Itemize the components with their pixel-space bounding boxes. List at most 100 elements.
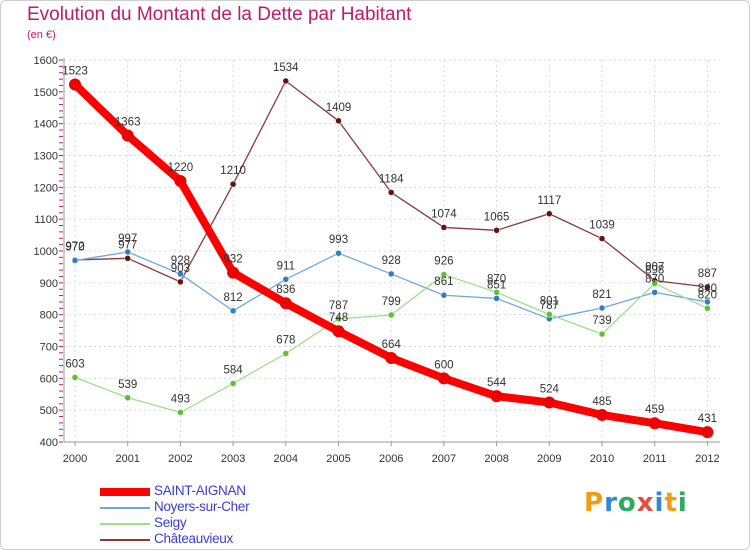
data-point: [493, 227, 500, 234]
x-tick-label: 2008: [484, 453, 508, 465]
data-point: [335, 249, 342, 257]
data-point: [493, 295, 500, 302]
data-point: [71, 257, 79, 264]
x-tick-label: 2007: [432, 453, 456, 465]
data-label: 928: [382, 255, 401, 267]
logo-letter: r: [604, 488, 618, 518]
data-point: [387, 270, 395, 278]
data-point: [704, 298, 711, 306]
data-label: 840: [698, 283, 717, 295]
data-point: [71, 374, 79, 381]
data-point: [546, 210, 553, 218]
data-label: 926: [434, 256, 453, 268]
data-point: [440, 291, 448, 299]
data-point: [282, 276, 290, 283]
data-label: 603: [65, 358, 84, 370]
data-point: [598, 304, 606, 312]
data-point: [387, 311, 395, 319]
y-tick-label: 400: [40, 437, 58, 449]
y-tick-label: 500: [40, 405, 58, 417]
data-point: [335, 315, 342, 323]
data-label: 851: [487, 279, 506, 291]
data-label: 911: [277, 260, 295, 272]
data-label: 997: [118, 233, 137, 245]
x-tick-label: 2012: [695, 453, 719, 465]
x-tick-label: 2000: [63, 453, 87, 465]
legend-label: Seigy: [154, 515, 187, 530]
data-label: 493: [171, 393, 190, 405]
data-point: [543, 396, 556, 409]
data-point: [437, 372, 450, 385]
data-label: 928: [171, 255, 190, 267]
data-point: [387, 189, 395, 196]
data-label: 836: [276, 284, 295, 296]
data-label: 970: [65, 242, 84, 254]
x-tick-label: 2001: [115, 453, 139, 465]
data-label: 1074: [431, 208, 457, 220]
data-label: 544: [487, 377, 507, 389]
data-label: 903: [171, 263, 190, 275]
proxiti-logo: Proxiti: [584, 488, 688, 518]
data-point: [598, 330, 606, 338]
data-label: 870: [645, 273, 664, 285]
data-label: 1117: [537, 195, 561, 207]
data-point: [229, 180, 237, 188]
legend-label: Châteauvieux: [154, 531, 233, 546]
y-tick-label: 1000: [34, 246, 58, 258]
data-label: 485: [592, 396, 611, 408]
data-label: 600: [434, 359, 453, 371]
data-label: 1363: [115, 116, 141, 128]
data-label: 739: [592, 315, 611, 327]
y-tick-label: 600: [40, 373, 58, 385]
data-label: 812: [224, 292, 243, 304]
data-label: 1065: [484, 211, 510, 223]
legend-label: Noyers-sur-Cher: [154, 499, 250, 514]
data-point: [385, 351, 398, 364]
logo-letter: i: [654, 488, 665, 518]
y-tick-label: 1600: [34, 55, 58, 67]
y-tick-label: 1500: [34, 87, 58, 99]
x-tick-label: 2010: [590, 453, 614, 465]
data-label: 861: [434, 276, 453, 288]
data-label: 972: [65, 241, 84, 253]
y-tick-label: 1100: [34, 214, 58, 226]
data-label: 977: [118, 239, 137, 251]
data-label: 459: [645, 404, 664, 416]
data-point: [69, 78, 81, 91]
data-point: [124, 394, 131, 402]
data-label: 907: [645, 262, 664, 274]
x-tick-label: 2006: [379, 453, 403, 465]
data-point: [279, 297, 292, 310]
y-tick-label: 900: [40, 278, 58, 290]
data-point: [596, 408, 608, 421]
data-point: [177, 409, 184, 416]
data-label: 799: [382, 296, 401, 308]
data-label: 993: [329, 234, 348, 246]
data-point: [493, 289, 500, 296]
data-point: [229, 380, 237, 387]
data-point: [440, 224, 448, 231]
data-point: [490, 390, 503, 403]
legend-label: SAINT-AIGNAN: [154, 483, 246, 498]
legend-swatch: [100, 523, 150, 525]
data-label: 664: [382, 339, 402, 351]
data-point: [124, 255, 131, 262]
data-point: [598, 235, 606, 242]
y-tick-label: 1400: [34, 119, 58, 131]
y-tick-label: 1300: [34, 151, 58, 163]
legend-swatch: [100, 507, 150, 509]
data-point: [651, 280, 658, 287]
data-label: 524: [540, 384, 560, 396]
data-point: [229, 307, 237, 315]
chart-title: Evolution du Montant de la Dette par Hab…: [27, 4, 412, 25]
data-label: 787: [329, 300, 348, 312]
data-label: 1220: [168, 162, 194, 174]
data-point: [332, 325, 345, 338]
data-point: [704, 283, 711, 291]
data-point: [177, 270, 184, 278]
x-tick-label: 2004: [274, 453, 298, 465]
legend-swatch: [100, 539, 150, 541]
data-point: [704, 305, 711, 312]
data-point: [651, 289, 658, 296]
